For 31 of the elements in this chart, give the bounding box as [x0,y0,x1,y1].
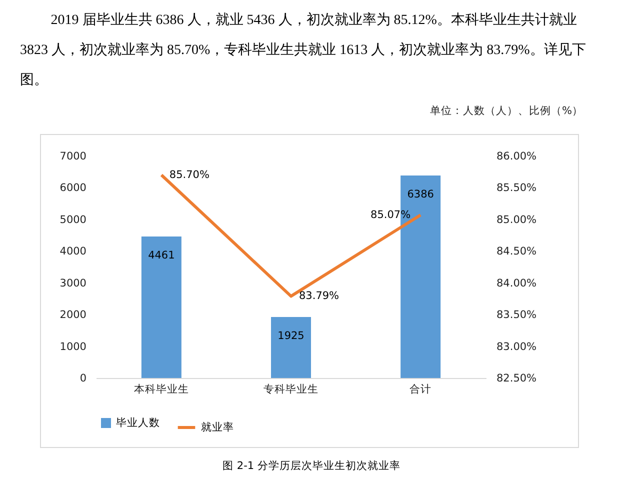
y2-tick-label: 85.00% [496,214,537,226]
y-tick-label: 4000 [60,246,86,258]
y-tick-label: 6000 [60,182,86,194]
y2-tick-label: 85.50% [496,182,537,194]
y-tick-label: 5000 [60,214,86,226]
text: 2019 届毕业生共 6386 人，就业 5436 人，初次就业率为 85.12%。本科毕业生共计就业 3823 人，初次就业率为 85.70%，专科毕业生共就业 1613 人，初次就业率为 83.79%。详见下图。 [20,11,587,90]
data-label: 4461 [148,250,175,262]
y-tick-label: 7000 [60,150,86,162]
data-label: 85.70% [169,169,210,182]
text: 图 2-1 分学历层次毕业生初次就业率 [222,459,402,473]
x-tick-label: 本科毕业生 [134,382,189,396]
y2-tick-label: 83.00% [496,340,537,353]
y-tick-label: 3000 [60,277,86,290]
y-tick-label: 2000 [60,309,86,322]
y2-tick-label: 84.00% [496,277,537,290]
x-tick-label: 专科毕业生 [264,382,318,396]
data-label: 1925 [278,330,304,342]
bar [271,316,311,378]
y-tick-label: 0 [80,372,86,384]
y2-tick-label: 84.50% [496,246,537,258]
y2-tick-label: 83.50% [496,309,537,322]
y2-tick-label: 86.00% [496,150,537,162]
data-label: 6386 [407,188,434,200]
y-tick-label: 1000 [60,340,86,353]
x-tick-label: 合计 [410,382,432,396]
legend-label: 就业率 [201,420,234,434]
text: 单位：人数（人）、比例（%） [430,104,583,118]
y2-tick-label: 82.50% [496,372,537,384]
bar [141,236,182,378]
data-label: 83.79% [299,290,340,302]
legend-label: 毕业人数 [116,416,160,429]
